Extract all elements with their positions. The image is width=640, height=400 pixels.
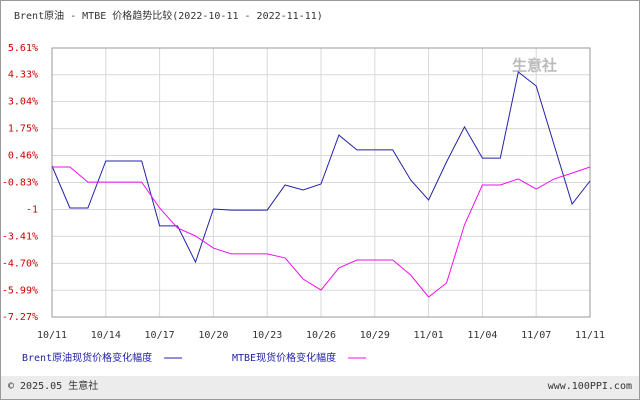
series-line [52, 166, 591, 298]
legend-label: Brent原油现货价格变化幅度 [22, 351, 152, 364]
x-tick-label: 11/01 [414, 330, 444, 341]
x-tick-label: 10/17 [145, 330, 175, 341]
footer-right: www.100PPI.com [548, 381, 632, 392]
legend-label: MTBE现货价格变化幅度 [232, 351, 336, 364]
y-tick-label: -0.83% [2, 178, 38, 189]
x-tick-label: 10/14 [91, 330, 121, 341]
x-tick-label: 10/23 [252, 330, 282, 341]
x-tick-label: 11/04 [467, 330, 497, 341]
y-tick-label: -5.99% [2, 285, 38, 296]
footer-band [1, 376, 639, 399]
x-tick-label: 10/26 [306, 330, 336, 341]
x-tick-label: 11/07 [521, 330, 551, 341]
series-line [51, 71, 591, 264]
y-tick-label: 5.61% [8, 43, 38, 54]
y-tick-label: 3.04% [8, 97, 38, 108]
x-tick-label: 10/11 [37, 330, 67, 341]
x-tick-label: 10/29 [360, 330, 390, 341]
y-tick-label: 0.46% [8, 151, 38, 162]
footer-left: © 2025.05 生意社 [8, 379, 98, 392]
y-tick-label: -4.70% [2, 258, 38, 269]
y-tick-label: 4.33% [8, 70, 38, 81]
y-tick-label: -1 [26, 204, 38, 215]
x-tick-label: 10/20 [198, 330, 228, 341]
y-tick-label: -3.41% [2, 231, 38, 242]
y-tick-label: 1.75% [8, 124, 38, 135]
watermark: 生意社 [512, 57, 557, 75]
y-tick-label: -7.27% [2, 312, 38, 323]
plot-border [51, 47, 591, 318]
x-tick-label: 11/11 [575, 330, 605, 341]
chart-title: Brent原油 - MTBE 价格趋势比较(2022-10-11 - 2022-… [14, 9, 323, 22]
